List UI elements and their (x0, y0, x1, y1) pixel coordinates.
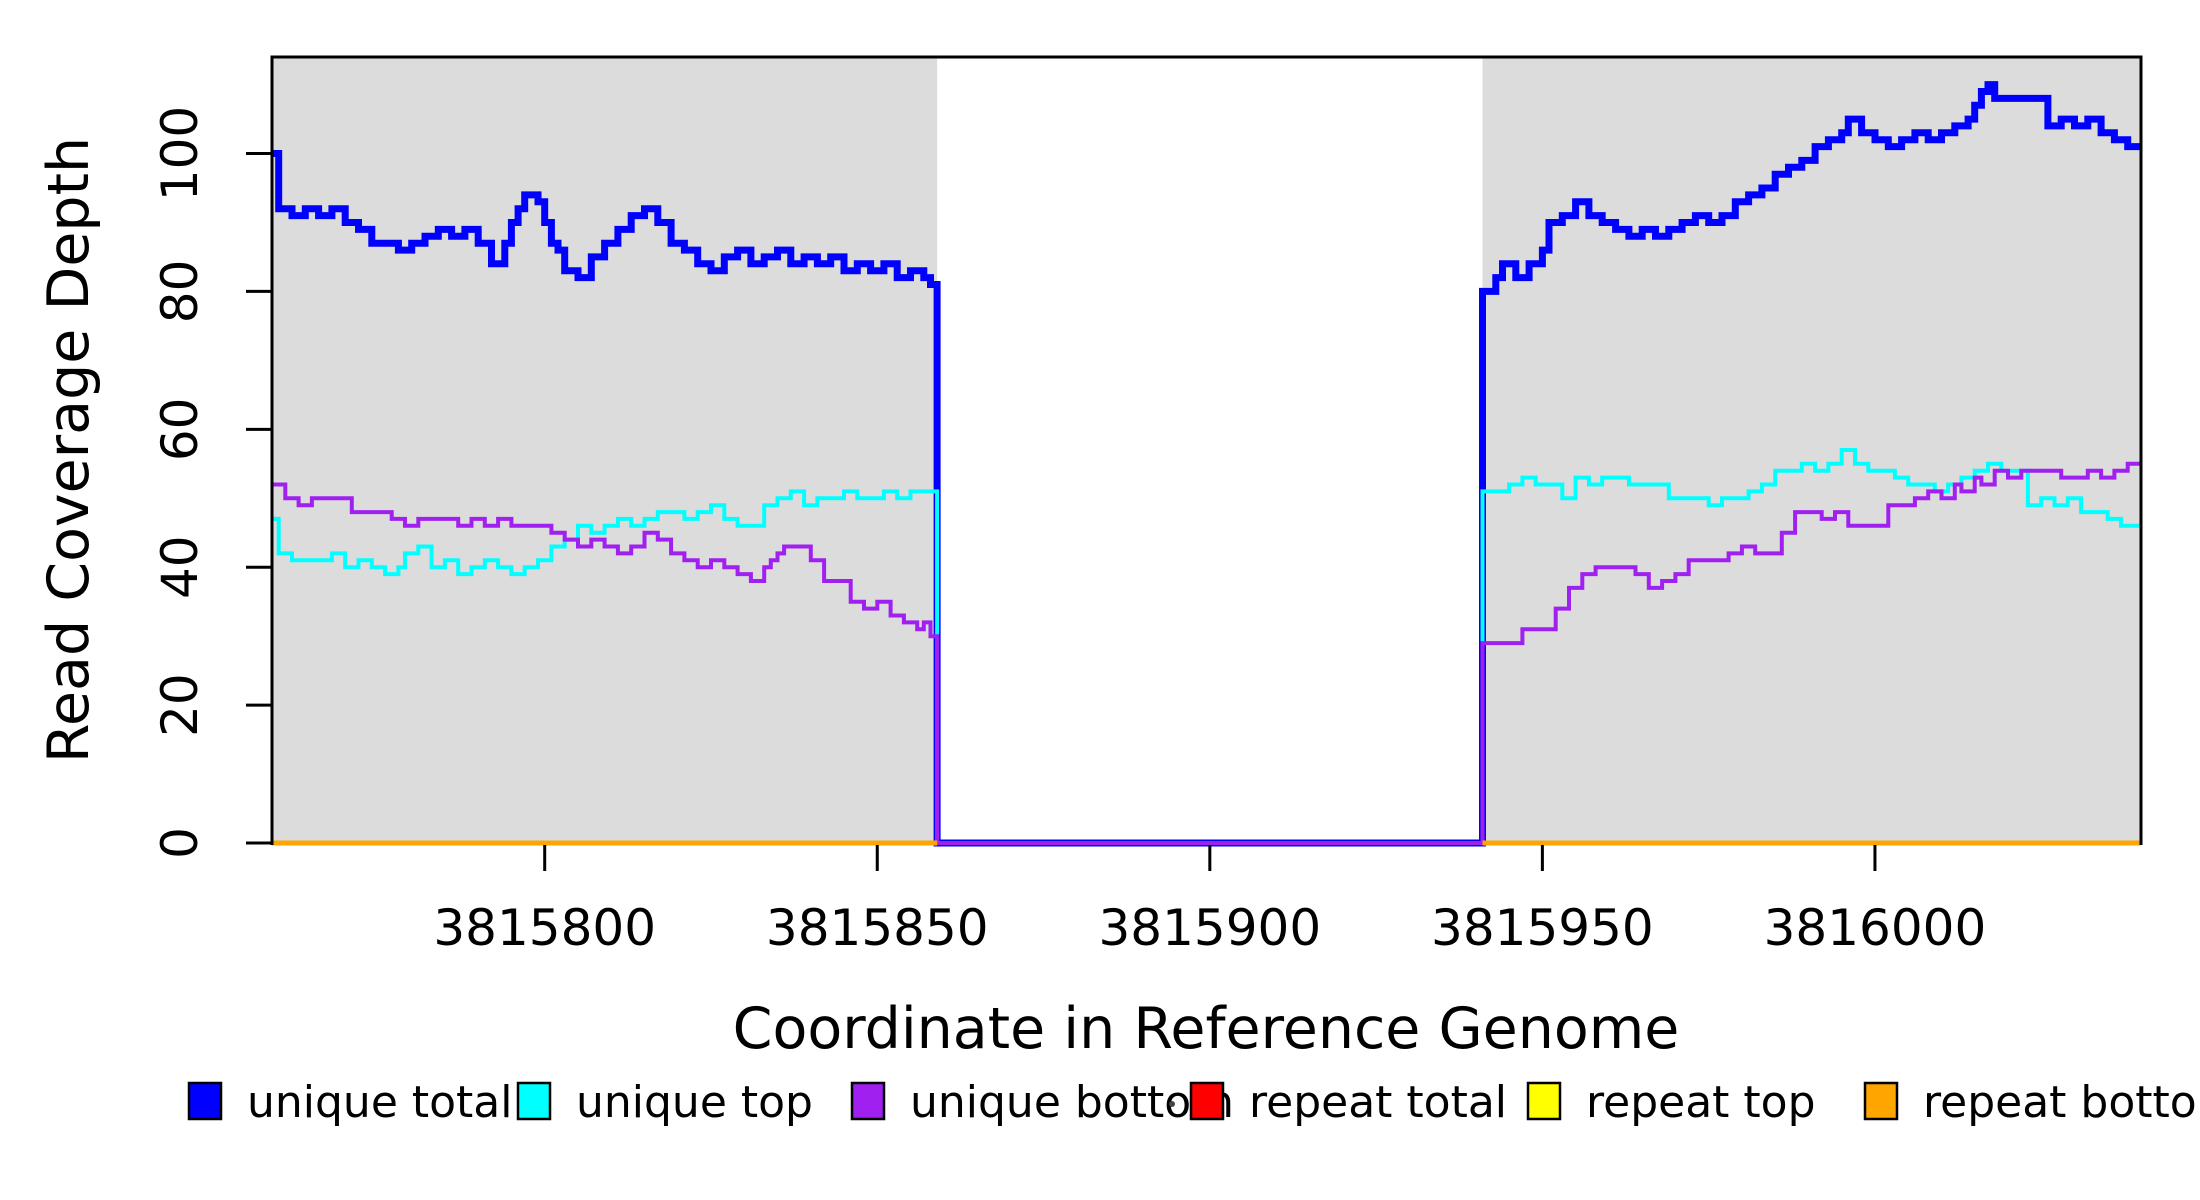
legend-label: repeat top (1586, 1077, 1816, 1128)
y-tick-label: 80 (151, 260, 209, 324)
series-unique-bottom (272, 461, 2141, 845)
plot-box (270, 55, 2143, 845)
y-axis: 0 20 40 60 80 100 (151, 106, 272, 859)
legend-swatch-unique-total (187, 1081, 223, 1121)
x-axis: 3815800 3815850 3815900 3815950 3816000 (433, 845, 1986, 957)
legend-swatch-repeat-bottom (1863, 1081, 1899, 1121)
plot-border (270, 55, 2143, 845)
legend-label: repeat total (1249, 1077, 1507, 1128)
legend-swatch-unique-bottom (850, 1081, 886, 1121)
shaded-regions (272, 57, 2141, 843)
x-tick-label: 3815850 (766, 899, 989, 957)
series-unique-total (272, 81, 2141, 847)
x-tick-label: 3815800 (433, 899, 656, 957)
legend: unique total unique top unique bottom repea… (187, 1077, 2200, 1128)
data-series (272, 81, 2141, 847)
legend-swatch-repeat-top (1526, 1081, 1562, 1121)
stray-dot (1169, 1101, 1175, 1107)
legend-label: repeat bottom (1923, 1077, 2200, 1128)
legend-label: unique bottom (910, 1077, 1234, 1128)
legend-swatch-unique-top (516, 1081, 552, 1121)
x-tick-label: 3815950 (1431, 899, 1654, 957)
y-tick-label: 0 (151, 827, 209, 859)
legend-label: unique total (247, 1077, 512, 1128)
legend-label: unique top (576, 1077, 813, 1128)
legend-swatch-repeat-total (1189, 1081, 1225, 1121)
y-tick-label: 20 (151, 673, 209, 737)
shaded-region (272, 57, 938, 843)
x-tick-label: 3815900 (1098, 899, 1321, 957)
x-tick-label: 3816000 (1764, 899, 1987, 957)
y-axis-title: Read Coverage Depth (36, 137, 102, 763)
y-tick-label: 60 (151, 398, 209, 462)
x-axis-title: Coordinate in Reference Genome (733, 996, 1680, 1062)
y-tick-label: 100 (151, 106, 209, 201)
y-tick-label: 40 (151, 535, 209, 599)
shaded-region (1482, 57, 2141, 843)
series-unique-top (272, 448, 2141, 845)
